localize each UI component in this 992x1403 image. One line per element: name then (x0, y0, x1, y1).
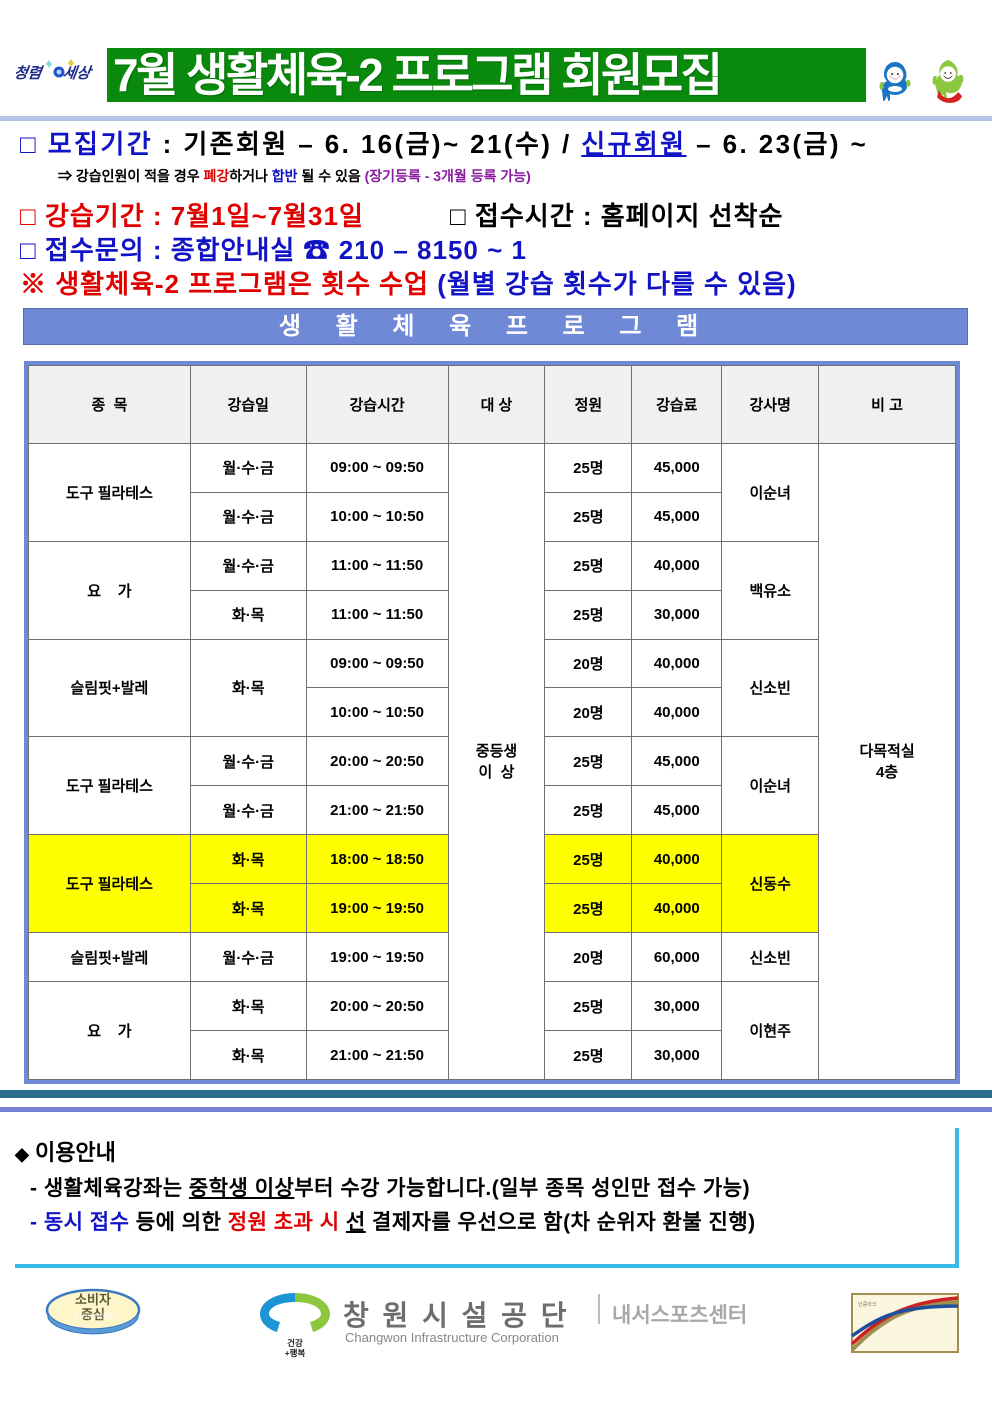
svg-text:청렴: 청렴 (16, 65, 45, 82)
svg-text:인증마크: 인증마크 (858, 1301, 877, 1308)
svg-text:건강: 건강 (287, 1338, 303, 1348)
svg-text:공정거래위원회: 공정거래위원회 (73, 1312, 114, 1321)
svg-text:세상: 세상 (62, 65, 94, 82)
svg-text:+행복: +행복 (285, 1348, 306, 1358)
svg-text:소비자: 소비자 (75, 1292, 111, 1307)
